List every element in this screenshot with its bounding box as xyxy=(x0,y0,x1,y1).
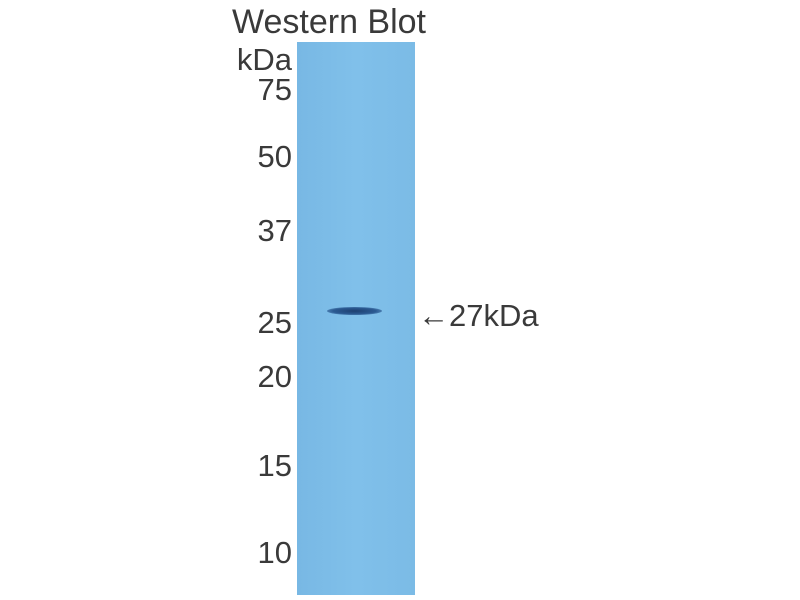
band-size-label: 27kDa xyxy=(449,298,539,333)
marker-15: 15 xyxy=(257,448,292,483)
marker-37: 37 xyxy=(257,213,292,248)
marker-50: 50 xyxy=(257,139,292,174)
marker-25: 25 xyxy=(257,305,292,340)
unit-label: kDa xyxy=(236,42,292,77)
marker-75: 75 xyxy=(257,72,292,107)
blot-lane xyxy=(297,42,415,595)
protein-band xyxy=(327,307,382,315)
marker-10: 10 xyxy=(257,535,292,570)
marker-20: 20 xyxy=(257,359,292,394)
figure-title: Western Blot xyxy=(232,3,427,41)
arrow-left-icon: ← xyxy=(418,298,449,333)
band-annotation: ←27kDa xyxy=(418,298,539,334)
